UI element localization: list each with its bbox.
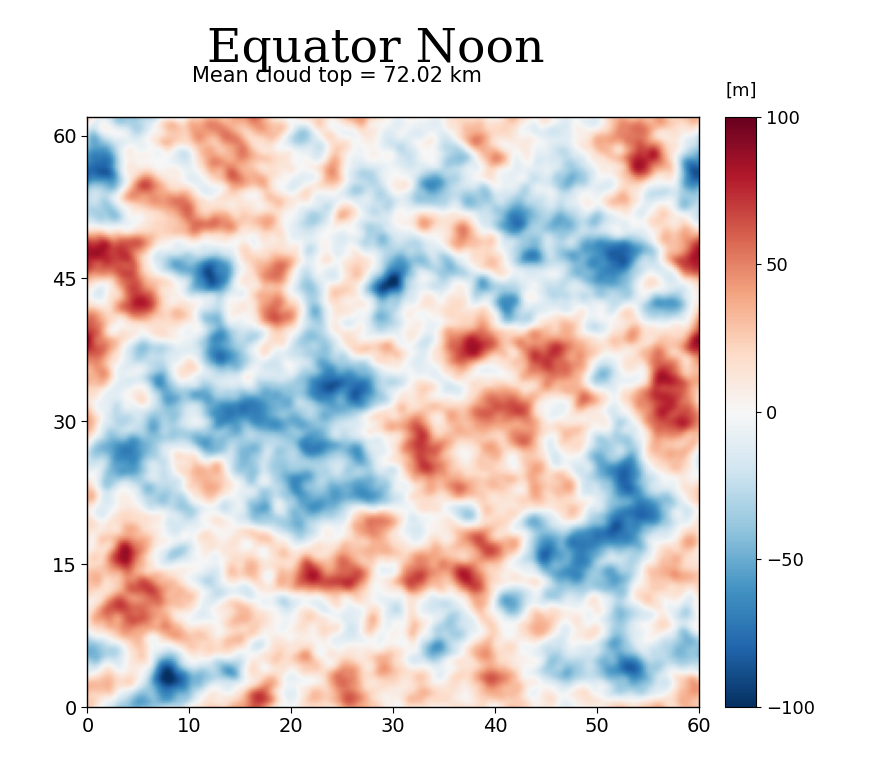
Text: Mean cloud top = 72.02 km: Mean cloud top = 72.02 km: [191, 66, 482, 86]
Text: Equator Noon: Equator Noon: [207, 27, 545, 72]
Text: [m]: [m]: [725, 82, 757, 99]
